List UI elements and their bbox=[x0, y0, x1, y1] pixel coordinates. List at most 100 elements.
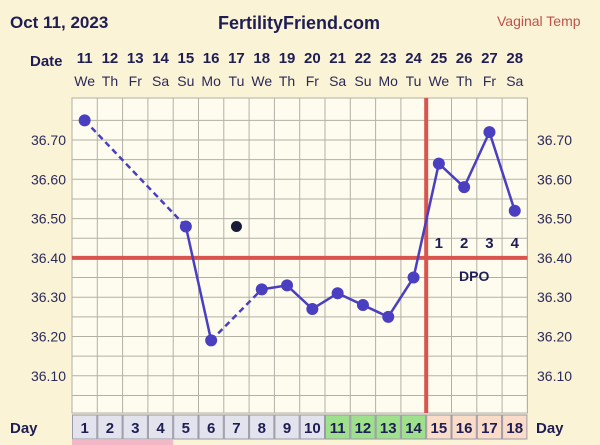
day-row-label-left: Day bbox=[10, 420, 38, 437]
day-box bbox=[97, 414, 123, 440]
temp-point[interactable] bbox=[78, 114, 91, 127]
y-tick-label: 36.70 bbox=[31, 132, 66, 148]
dpo-label: DPO bbox=[459, 268, 489, 284]
day-number: 4 bbox=[156, 420, 165, 437]
y-tick-label: 36.20 bbox=[537, 329, 572, 345]
weekday-label: Su bbox=[354, 73, 371, 89]
day-number: 3 bbox=[131, 420, 139, 437]
y-tick-label: 36.10 bbox=[537, 368, 572, 384]
weekday-label: Mo bbox=[201, 73, 221, 89]
dpo-number: 2 bbox=[460, 235, 468, 252]
day-number: 14 bbox=[405, 420, 422, 437]
temp-point[interactable] bbox=[508, 204, 521, 217]
temp-point[interactable] bbox=[281, 279, 294, 292]
day-number: 2 bbox=[106, 420, 114, 437]
y-tick-label: 36.40 bbox=[31, 250, 66, 266]
grid bbox=[71, 97, 528, 414]
day-number: 15 bbox=[431, 420, 448, 437]
series-segment bbox=[184, 226, 213, 341]
dpo-number: 4 bbox=[511, 235, 520, 252]
day-number: 7 bbox=[232, 420, 240, 437]
day-box bbox=[249, 414, 275, 440]
y-tick-label: 36.30 bbox=[537, 289, 572, 305]
day-number: 8 bbox=[258, 420, 266, 437]
day-number: 5 bbox=[182, 420, 190, 437]
date-label: 23 bbox=[380, 50, 397, 67]
date-row-label: Date bbox=[30, 53, 63, 70]
temp-point[interactable] bbox=[331, 287, 344, 300]
y-axis-right: 36.70 36.60 36.50 36.40 36.30 36.20 36.10 bbox=[537, 132, 572, 384]
day-number: 12 bbox=[355, 420, 372, 437]
date-label: 24 bbox=[405, 50, 422, 67]
reference-lines bbox=[72, 98, 528, 413]
date-label: 17 bbox=[228, 50, 245, 67]
temp-point[interactable] bbox=[407, 271, 420, 284]
weekday-label: Sa bbox=[506, 73, 523, 89]
date-label: 16 bbox=[203, 50, 220, 67]
weekday-label: Tu bbox=[406, 73, 422, 89]
date-axis: 11 12 13 14 15 16 17 18 19 20 21 22 23 24 25 26 27 28 We Th… bbox=[74, 50, 523, 89]
series-segment-dashed bbox=[83, 119, 187, 228]
temp-point[interactable] bbox=[458, 181, 471, 194]
date-label: 18 bbox=[253, 50, 270, 67]
weekday-label: Sa bbox=[152, 73, 169, 89]
temp-point[interactable] bbox=[306, 302, 319, 315]
date-label: 21 bbox=[329, 50, 346, 67]
day-number: 10 bbox=[304, 420, 321, 437]
day-box bbox=[223, 414, 250, 440]
y-axis-left: 36.70 36.60 36.50 36.40 36.30 36.20 36.10 bbox=[31, 132, 66, 384]
temp-point[interactable] bbox=[205, 334, 218, 347]
temp-type-label: Vaginal Temp bbox=[497, 13, 581, 29]
date-label: 15 bbox=[178, 50, 195, 67]
weekday-label: Sa bbox=[329, 73, 346, 89]
weekday-label: We bbox=[428, 73, 449, 89]
date-label: 25 bbox=[431, 50, 448, 67]
weekday-label: Th bbox=[279, 73, 295, 89]
date-label: 11 bbox=[77, 50, 93, 67]
day-box bbox=[350, 414, 376, 440]
date-label: 22 bbox=[355, 50, 372, 67]
series-segment bbox=[463, 131, 491, 188]
temp-point[interactable] bbox=[483, 126, 496, 139]
y-tick-label: 36.50 bbox=[31, 211, 66, 227]
y-tick-label: 36.30 bbox=[31, 289, 66, 305]
temp-point[interactable] bbox=[255, 283, 268, 296]
site-title: FertilityFriend.com bbox=[218, 13, 380, 33]
date-label: 14 bbox=[152, 50, 169, 67]
day-box bbox=[325, 414, 351, 440]
date-label: 26 bbox=[456, 50, 473, 67]
temp-point[interactable] bbox=[382, 310, 395, 323]
weekday-label: Fr bbox=[306, 73, 320, 89]
temp-point[interactable] bbox=[356, 299, 369, 312]
day-number: 1 bbox=[80, 420, 88, 437]
day-box bbox=[173, 414, 199, 440]
date-label: 20 bbox=[304, 50, 321, 67]
temp-point[interactable] bbox=[432, 157, 445, 170]
day-box bbox=[274, 414, 300, 440]
day-number: 16 bbox=[456, 420, 473, 437]
dpo-number: 1 bbox=[435, 235, 443, 252]
weekday-label: Th bbox=[456, 73, 472, 89]
date-label: 19 bbox=[279, 50, 296, 67]
date-label: 13 bbox=[127, 50, 144, 67]
y-tick-label: 36.70 bbox=[537, 132, 572, 148]
weekday-label: Mo bbox=[379, 73, 399, 89]
y-tick-label: 36.40 bbox=[537, 250, 572, 266]
date-label: 28 bbox=[506, 50, 523, 67]
period-strip bbox=[72, 440, 174, 445]
weekday-label: We bbox=[251, 73, 272, 89]
day-row-label-right: Day bbox=[536, 420, 564, 437]
temp-point[interactable] bbox=[179, 220, 192, 233]
day-box bbox=[451, 414, 477, 440]
temp-points bbox=[78, 114, 521, 347]
y-tick-label: 36.60 bbox=[537, 171, 572, 187]
day-box bbox=[198, 414, 224, 440]
weekday-label: Th bbox=[102, 73, 118, 89]
y-tick-label: 36.20 bbox=[31, 329, 66, 345]
series-segment bbox=[412, 163, 441, 278]
y-tick-label: 36.60 bbox=[31, 171, 66, 187]
day-number: 17 bbox=[481, 420, 498, 437]
discarded-temp-point[interactable] bbox=[230, 220, 242, 232]
